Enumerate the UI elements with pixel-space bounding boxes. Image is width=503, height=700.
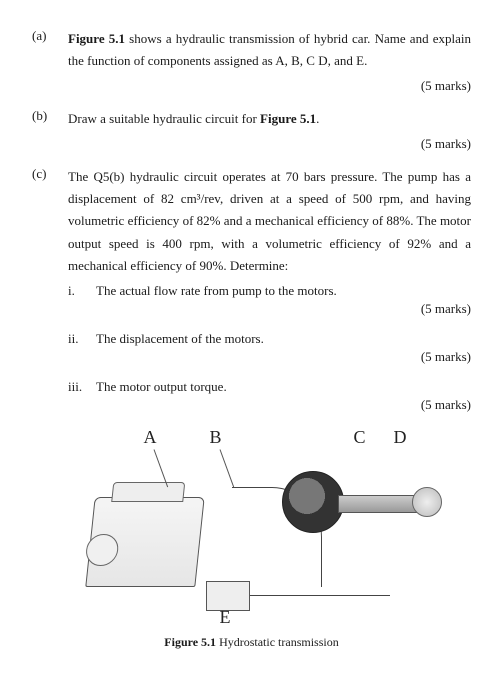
lead-line-icon [219,449,234,487]
sub-ii-text: The displacement of the motors. [96,331,471,347]
sub-iii-label: iii. [68,379,96,395]
fig-label-e: E [220,607,231,628]
sub-iii-text: The motor output torque. [96,379,471,395]
body-c: The Q5(b) hydraulic circuit operates at … [68,166,471,276]
body-b: Draw a suitable hydraulic circuit for Fi… [68,108,471,130]
sub-i-label: i. [68,283,96,299]
engine-icon [85,497,204,587]
wheel-icon [282,471,344,533]
marks-iii: (5 marks) [68,397,471,413]
sub-i-text: The actual flow rate from pump to the mo… [96,283,471,299]
marks-i: (5 marks) [68,301,471,317]
motor-icon [412,487,442,517]
hose2-icon [250,595,390,596]
sub-i: i. The actual flow rate from pump to the… [68,283,471,299]
marks-a: (5 marks) [32,78,471,94]
label-b: (b) [32,108,68,130]
figure-caption: Figure 5.1 Hydrostatic transmission [32,635,471,650]
figure-caption-bold: Figure 5.1 [164,635,216,649]
label-a: (a) [32,28,68,72]
sub-iii: iii. The motor output torque. [68,379,471,395]
sub-list-c: i. The actual flow rate from pump to the… [68,283,471,413]
body-a: Figure 5.1 shows a hydraulic transmissio… [68,28,471,72]
question-b: (b) Draw a suitable hydraulic circuit fo… [32,108,471,130]
text-b-post: . [316,111,319,126]
fig-label-b: B [210,427,222,448]
marks-ii: (5 marks) [68,349,471,365]
fig-ref-a: Figure 5.1 [68,31,125,46]
fig-label-d: D [394,427,407,448]
question-c: (c) The Q5(b) hydraulic circuit operates… [32,166,471,276]
marks-b: (5 marks) [32,136,471,152]
figure-drawing: A B C D E [82,427,422,627]
text-a: shows a hydraulic transmission of hybrid… [68,31,471,68]
fig-ref-b: Figure 5.1 [260,111,316,126]
sub-ii: ii. The displacement of the motors. [68,331,471,347]
figure-5-1: A B C D E Figure 5.1 Hydrostatic transmi… [32,427,471,650]
label-c: (c) [32,166,68,276]
text-b-pre: Draw a suitable hydraulic circuit for [68,111,260,126]
sub-ii-label: ii. [68,331,96,347]
fig-label-a: A [144,427,157,448]
figure-caption-rest: Hydrostatic transmission [216,635,339,649]
question-a: (a) Figure 5.1 shows a hydraulic transmi… [32,28,471,72]
fig-label-c: C [354,427,366,448]
shaft-icon [338,495,420,513]
